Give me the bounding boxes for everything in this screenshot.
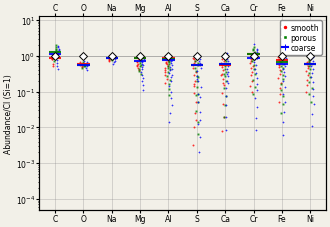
Y-axis label: Abundance/CI (Si=1): Abundance/CI (Si=1) [4, 74, 13, 153]
Legend: smooth, porous, coarse: smooth, porous, coarse [280, 21, 322, 56]
